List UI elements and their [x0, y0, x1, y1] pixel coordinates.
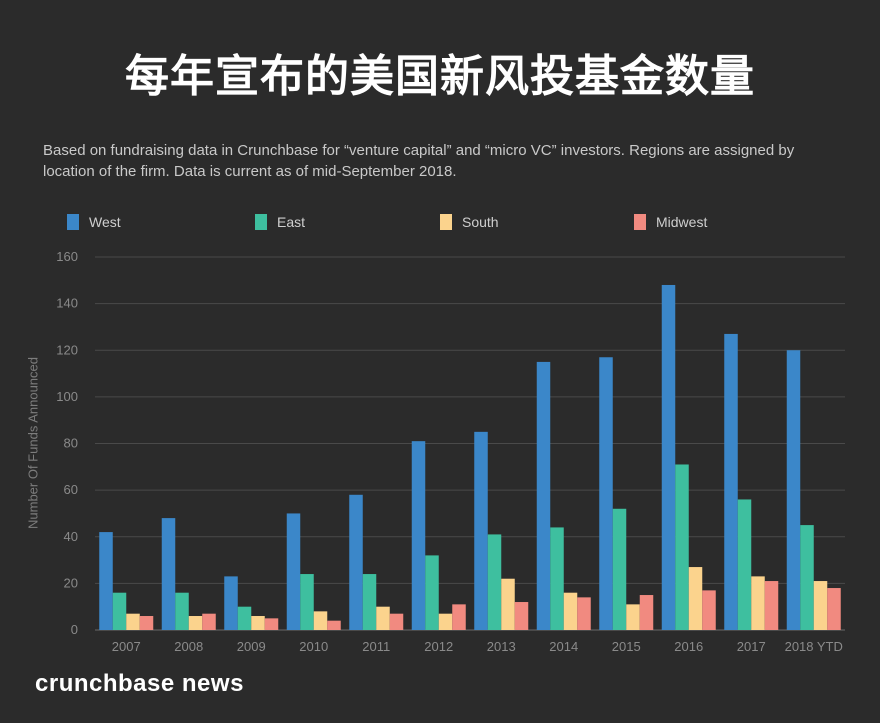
legend: West East South Midwest	[0, 214, 880, 234]
bar-west-2014	[536, 361, 551, 630]
bar-east-2015	[612, 508, 627, 630]
bar-east-2011	[362, 574, 377, 630]
bar-midwest-2013	[514, 602, 529, 630]
x-tick-label: 2009	[237, 639, 266, 654]
legend-item-east: East	[255, 214, 305, 230]
bar-south-2017	[751, 576, 765, 630]
legend-swatch-east	[255, 214, 267, 230]
legend-item-west: West	[67, 214, 121, 230]
bar-south-2008	[188, 616, 203, 630]
bar-south-2007	[126, 613, 140, 630]
y-tick-label: 140	[56, 296, 78, 311]
bar-east-2008	[175, 592, 189, 630]
bar-south-2014	[563, 592, 578, 630]
bar-west-2017	[724, 333, 738, 630]
x-tick-label: 2017	[737, 639, 766, 654]
x-tick-label: 2007	[112, 639, 141, 654]
bar-east-2010	[300, 574, 314, 630]
bar-west-2018-ytd	[786, 350, 801, 630]
bar-south-2016	[688, 567, 703, 630]
bar-midwest-2014	[577, 597, 591, 630]
x-tick-label: 2015	[612, 639, 641, 654]
brand-logo: crunchbase news	[35, 670, 244, 697]
legend-label-midwest: Midwest	[656, 214, 708, 230]
y-tick-label: 160	[56, 249, 78, 264]
bar-east-2016	[675, 464, 689, 630]
y-tick-label: 20	[64, 575, 78, 590]
x-tick-label: 2014	[549, 639, 578, 654]
bar-midwest-2016	[702, 590, 716, 630]
bar-east-2007	[112, 592, 127, 630]
bar-east-2018-ytd	[800, 525, 814, 630]
bar-south-2013	[501, 578, 515, 630]
bar-south-2015	[626, 604, 640, 630]
bar-west-2011	[349, 494, 363, 630]
legend-label-west: West	[89, 214, 121, 230]
bar-midwest-2007	[139, 616, 154, 630]
bar-west-2008	[161, 518, 176, 630]
x-tick-label: 2018 YTD	[785, 639, 843, 654]
bar-west-2015	[599, 357, 613, 630]
y-tick-label: 80	[64, 436, 78, 451]
bar-south-2009	[251, 616, 265, 630]
bar-west-2016	[661, 284, 676, 630]
bar-south-2018-ytd	[813, 581, 828, 630]
bar-midwest-2018-ytd	[827, 588, 841, 630]
bar-east-2014	[550, 527, 564, 630]
legend-item-south: South	[440, 214, 499, 230]
y-tick-label: 120	[56, 342, 78, 357]
bar-west-2009	[224, 576, 238, 630]
x-tick-label: 2011	[362, 639, 390, 654]
y-tick-label: 100	[56, 389, 78, 404]
bar-midwest-2011	[389, 613, 404, 630]
legend-swatch-midwest	[634, 214, 646, 230]
bar-west-2007	[99, 532, 113, 630]
bar-east-2013	[487, 534, 502, 630]
bar-east-2017	[737, 499, 752, 630]
bar-east-2012	[425, 555, 439, 630]
legend-label-east: East	[277, 214, 306, 230]
bar-midwest-2015	[639, 595, 654, 630]
legend-swatch-west	[67, 214, 79, 230]
bar-west-2013	[474, 431, 488, 630]
legend-item-midwest: Midwest	[634, 214, 707, 230]
y-tick-label: 0	[71, 622, 78, 637]
x-tick-label: 2012	[424, 639, 453, 654]
x-tick-label: 2008	[174, 639, 203, 654]
bar-midwest-2017	[764, 581, 779, 630]
y-tick-label: 40	[64, 529, 78, 544]
bar-south-2012	[438, 613, 453, 630]
x-tick-label: 2010	[299, 639, 328, 654]
legend-label-south: South	[462, 214, 499, 230]
bar-east-2009	[237, 606, 252, 630]
bar-west-2010	[286, 513, 301, 630]
chart-subtitle: Based on fundraising data in Crunchbase …	[43, 142, 795, 180]
bar-midwest-2008	[202, 613, 216, 630]
bar-midwest-2009	[264, 618, 279, 630]
bar-south-2010	[313, 611, 328, 630]
x-tick-label: 2016	[674, 639, 703, 654]
y-tick-label: 60	[64, 482, 78, 497]
legend-swatch-south	[440, 214, 452, 230]
bar-midwest-2010	[327, 620, 341, 630]
bar-south-2011	[376, 606, 390, 630]
bar-west-2012	[411, 441, 426, 630]
bar-midwest-2012	[452, 604, 466, 630]
x-tick-label: 2013	[487, 639, 516, 654]
chart-title: 每年宣布的美国新风投基金数量	[125, 51, 755, 102]
